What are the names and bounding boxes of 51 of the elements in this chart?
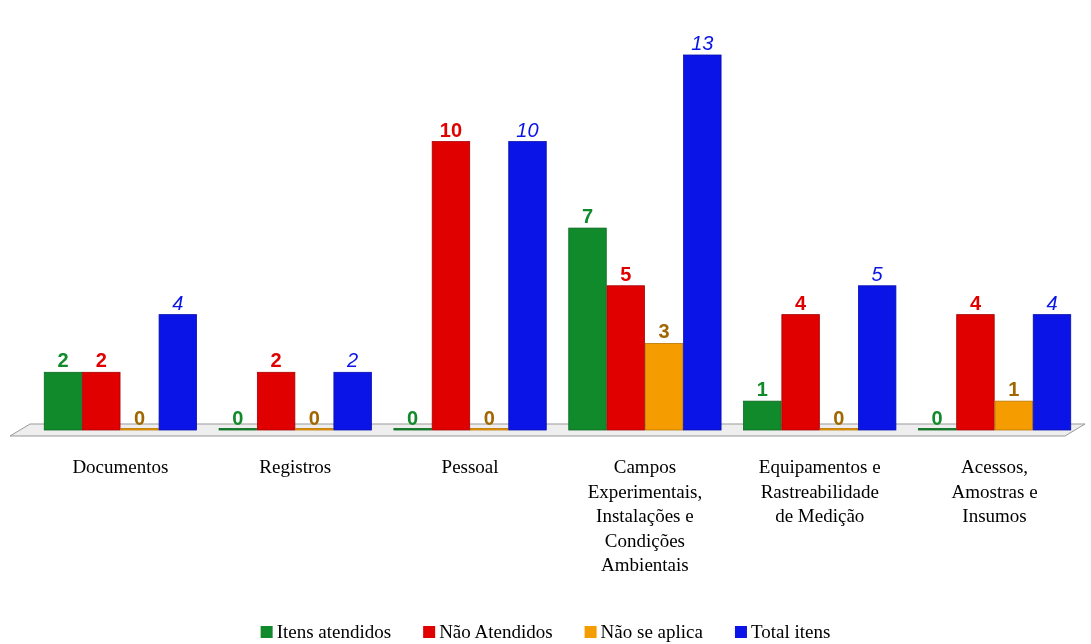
x-tick-label: Equipamentos e Rastreabilidade de Medição [758,456,881,526]
bar [683,54,722,431]
data-label: 0 [232,407,244,429]
x-tick-label: Documentos [72,456,169,477]
data-label: 7 [581,205,594,228]
data-label: 1 [756,378,768,401]
bar [781,314,820,431]
bar [858,285,897,431]
data-label: 10 [516,118,539,141]
data-label: 2 [95,349,107,372]
data-label: 5 [620,262,632,285]
bar [43,371,83,431]
x-tick-label: Campos Experimentais, Instalações e Condições Ambientais [587,456,703,575]
data-label: 4 [795,291,808,314]
bar [644,343,684,431]
data-label: 0 [833,407,845,429]
bar [158,314,197,431]
data-label: 4 [969,291,982,314]
data-label: 4 [1046,291,1058,314]
bar [82,371,121,431]
data-label: 2 [346,349,359,372]
data-label: 10 [439,118,463,141]
x-tick-label: Acessos, Amostras e Insumos [951,456,1038,526]
bar [1032,314,1072,431]
data-label: 2 [270,349,282,372]
data-label: 0 [134,407,146,429]
legend-label: Total itens [750,621,831,642]
bar [431,141,471,431]
bar [606,285,645,431]
bar [994,400,1033,431]
data-label: 13 [691,32,714,54]
x-tick-label: Registros [259,456,332,477]
bar [333,371,372,431]
bar [956,314,995,431]
data-label: 0 [407,407,419,429]
data-label: 0 [931,407,943,429]
data-label: 2 [57,349,69,372]
data-label: 5 [871,262,884,285]
bar [743,400,782,431]
legend-label: Não Atendidos [439,621,553,642]
data-label: 0 [308,407,320,429]
data-label: 0 [483,407,495,429]
data-label: 1 [1008,378,1020,401]
legend-label: Não se aplica [600,621,704,642]
bar [508,141,547,431]
data-label: 4 [172,291,184,314]
bar [568,227,607,431]
legend-label: Itens atendidos [276,621,392,642]
x-tick-label: Pessoal [441,456,499,477]
data-label: 3 [658,320,670,343]
bar [256,371,296,431]
